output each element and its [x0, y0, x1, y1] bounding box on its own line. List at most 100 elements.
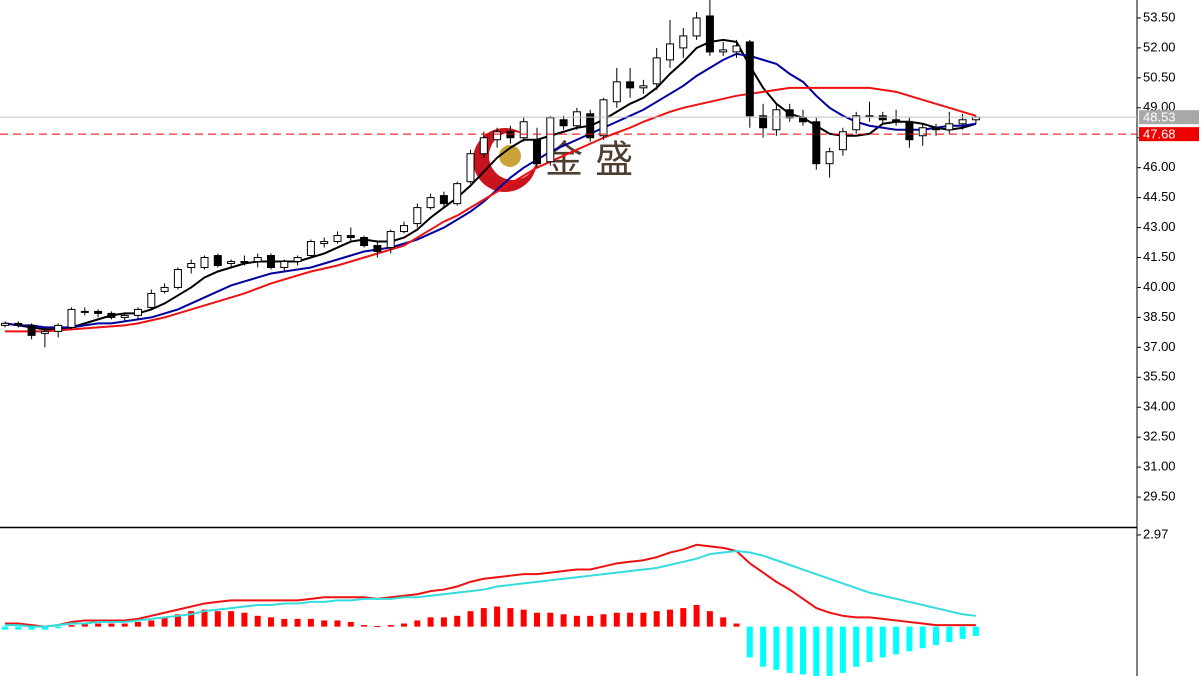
histogram-bar	[174, 614, 181, 627]
candle-body	[865, 115, 874, 118]
candle-body	[759, 115, 768, 129]
histogram-bar	[773, 626, 780, 670]
histogram-bar	[627, 612, 634, 627]
candle-body	[147, 292, 156, 308]
candle-body	[479, 137, 488, 155]
y-tick-label: 46.00	[1143, 159, 1176, 174]
candle-body	[134, 308, 142, 316]
histogram-bar	[228, 611, 235, 627]
candle-body	[506, 131, 515, 139]
histogram-bar	[613, 612, 620, 627]
histogram-bar	[813, 626, 820, 676]
candle-body	[306, 241, 315, 257]
candle-body	[918, 127, 927, 137]
histogram-bar	[839, 626, 846, 673]
y-tick-label: 40.00	[1143, 279, 1176, 294]
candle-body	[639, 85, 648, 89]
candle-body	[107, 312, 116, 318]
y-tick-label: 34.00	[1143, 399, 1176, 414]
histogram-bar	[520, 609, 527, 627]
candle-body	[533, 139, 541, 165]
candle-body	[200, 257, 209, 268]
candle-body	[14, 322, 23, 326]
histogram-bar	[321, 620, 328, 627]
candle-body	[612, 81, 621, 103]
histogram-bar	[427, 617, 434, 627]
histogram-bar	[760, 626, 767, 667]
logo-coin	[499, 145, 521, 167]
candle-body	[652, 57, 661, 85]
histogram-bar	[733, 623, 740, 627]
histogram-bar	[972, 626, 979, 636]
histogram-bar	[121, 623, 128, 627]
candle-body	[958, 119, 967, 125]
histogram-bar	[467, 611, 474, 627]
histogram-bar	[81, 623, 88, 627]
candle-body	[519, 121, 528, 139]
candle-body	[466, 153, 475, 183]
histogram-bar	[959, 626, 966, 639]
histogram-bar	[135, 621, 141, 627]
y-tick-label: 37.00	[1143, 339, 1176, 354]
candle-body	[173, 268, 182, 288]
candle-body	[413, 207, 422, 225]
y-tick-label: 38.50	[1143, 309, 1176, 324]
histogram-bar	[374, 625, 381, 627]
candle-body	[346, 235, 355, 239]
histogram-bar	[693, 605, 700, 627]
histogram-bar	[640, 612, 647, 627]
indicator-line	[5, 86, 977, 333]
candle-body	[320, 241, 329, 245]
histogram-bar	[480, 608, 487, 627]
price-label-box	[1139, 127, 1199, 142]
histogram-bar	[201, 609, 208, 627]
histogram-bar	[241, 612, 248, 627]
histogram-bar	[387, 625, 394, 627]
histogram-bar	[507, 608, 514, 627]
candle-body	[705, 15, 714, 53]
histogram-bar	[680, 608, 687, 627]
histogram-bar	[401, 623, 407, 627]
histogram-bar	[893, 626, 900, 655]
histogram-bar	[560, 614, 567, 627]
histogram-bar	[68, 625, 75, 627]
indicator-line	[5, 549, 977, 628]
candle-body	[878, 115, 887, 121]
candle-body	[546, 117, 555, 163]
candle-body	[852, 115, 861, 131]
histogram-bar	[95, 623, 102, 627]
y-tick-label: 52.00	[1143, 39, 1176, 54]
histogram-bar	[800, 626, 806, 675]
candle-body	[267, 255, 275, 268]
candle-body	[333, 235, 342, 243]
histogram-bar	[547, 612, 554, 627]
candle-body	[599, 99, 608, 137]
histogram-bar	[667, 609, 673, 627]
candle-body	[94, 310, 103, 314]
histogram-bar	[281, 618, 288, 627]
price-label: 47.68	[1143, 127, 1176, 142]
candle-body	[772, 109, 781, 131]
histogram-bar	[254, 615, 261, 627]
candle-body	[54, 324, 63, 332]
histogram-bar	[268, 617, 274, 627]
candle-body	[280, 261, 289, 268]
candle-body	[679, 35, 688, 49]
candle-body	[493, 131, 502, 141]
histogram-bar	[826, 626, 833, 676]
indicator-line	[5, 543, 976, 628]
candle-body	[373, 245, 382, 253]
y-tick-label: 44.50	[1143, 189, 1176, 204]
candle-body	[692, 17, 701, 37]
histogram-bar	[414, 620, 421, 627]
histogram-bar	[933, 626, 939, 646]
candle-body	[80, 310, 89, 313]
histogram-bar	[454, 615, 461, 627]
candle-body	[293, 257, 302, 263]
candle-body	[426, 197, 435, 209]
candle-body	[160, 286, 169, 292]
y-tick-label: 32.50	[1143, 429, 1176, 444]
candle-body	[892, 119, 901, 123]
